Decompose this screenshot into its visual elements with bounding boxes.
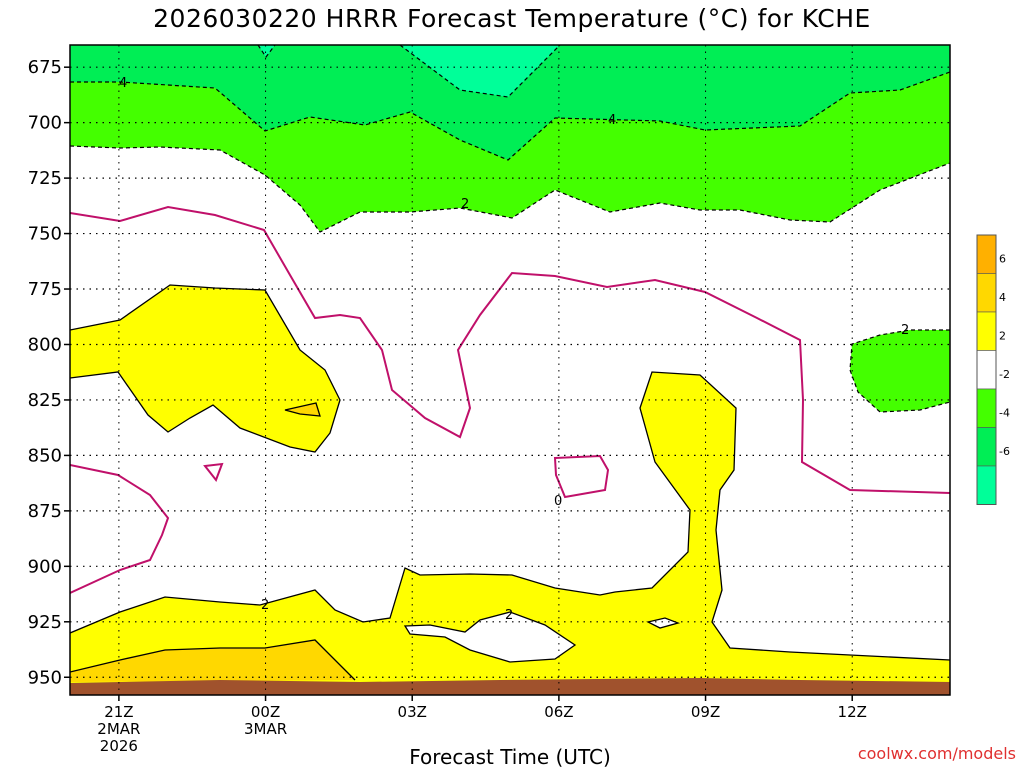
- contour-line-minus6: [399, 45, 561, 98]
- y-tick-label: 875: [28, 501, 62, 522]
- colorbar-bin: [976, 465, 997, 505]
- contour-fill-plus2-upper: [70, 285, 340, 452]
- x-tick-label: 03Z: [398, 703, 427, 721]
- contour-fill-plus4-small: [285, 403, 320, 416]
- y-tick-label: 775: [28, 279, 62, 300]
- contour-line-zero-loop2: [553, 454, 610, 499]
- chart-title: 2026030220 HRRR Forecast Temperature (°C…: [153, 4, 871, 33]
- colorbar-bin: [976, 234, 997, 274]
- negative-contours: [70, 45, 950, 413]
- x-tick-label: 3MAR: [244, 720, 287, 738]
- colorbar-bin: [976, 311, 997, 351]
- y-tick-label: 725: [28, 168, 62, 189]
- colorbar-bin: [976, 388, 997, 428]
- contour-label: 4: [119, 76, 127, 91]
- grid-lines: [70, 45, 950, 695]
- colorbar-bin: [976, 273, 997, 313]
- y-tick-label: 700: [28, 113, 62, 134]
- x-tick-label: 06Z: [544, 703, 573, 721]
- y-tick-label: 800: [28, 334, 62, 355]
- contour-fill-white-hole: [405, 612, 575, 662]
- contour-labels: 4 4 2 2 0 2 2: [119, 76, 909, 623]
- contour-field: [70, 45, 950, 695]
- contour-line-zero-loop1: [203, 462, 224, 483]
- x-axis-label: Forecast Time (UTC): [409, 745, 611, 769]
- y-axis: 675 700 725 750 775 800 825 850 875 900 925 950: [28, 57, 70, 688]
- contour-line-white-hole: [403, 611, 577, 663]
- contour-line-white-small: [646, 617, 681, 629]
- colorbar-bin: [976, 350, 997, 390]
- contour-fill-plus2-right: [70, 372, 950, 695]
- y-tick-label: 750: [28, 224, 62, 245]
- colorbar-label: 4: [999, 291, 1006, 304]
- x-tick-label: 09Z: [691, 703, 720, 721]
- x-tick-label: 2MAR: [97, 720, 140, 738]
- contour-label: 0: [554, 494, 562, 509]
- contour-line-minus4: [70, 71, 950, 161]
- colorbar-label: 2: [999, 330, 1006, 343]
- plot-frame: [69, 44, 951, 696]
- contour-label: 4: [608, 113, 616, 128]
- colorbar-label: 6: [999, 253, 1006, 266]
- x-tick-label: 2026: [100, 737, 138, 755]
- contour-label: 2: [261, 598, 269, 613]
- y-tick-label: 825: [28, 390, 62, 411]
- colorbar-label: -6: [999, 445, 1010, 458]
- y-tick-label: 950: [28, 667, 62, 688]
- credit-link[interactable]: coolwx.com/models: [857, 744, 1016, 763]
- y-tick-label: 675: [28, 57, 62, 78]
- colorbar-label: -2: [999, 368, 1010, 381]
- contour-fill-plus4-lower: [70, 640, 355, 682]
- contour-line-plus4-small: [284, 402, 321, 417]
- contour-fill-minus4: [70, 45, 950, 160]
- x-tick-label: 12Z: [838, 703, 867, 721]
- contour-line-plus2-upper: [70, 284, 341, 453]
- y-tick-label: 850: [28, 445, 62, 466]
- y-tick-label: 925: [28, 612, 62, 633]
- y-tick-label: 900: [28, 556, 62, 577]
- contour-fill-minus2-right: [850, 330, 950, 412]
- contour-line-minus2: [70, 145, 950, 233]
- contour-line-zero-upper: [70, 205, 950, 494]
- contour-fill-minus6: [400, 45, 560, 97]
- contour-line-minus2-right: [849, 329, 950, 413]
- contour-label: 2: [505, 608, 513, 623]
- colorbar-bin: [976, 427, 997, 467]
- colorbar-frame: [976, 234, 997, 505]
- contour-label: 2: [461, 197, 469, 212]
- contour-line-zero-lower: [70, 464, 170, 594]
- terrain-ground: [70, 678, 950, 695]
- contour-label: 2: [901, 323, 909, 338]
- contour-line-plus4-lower: [70, 639, 356, 681]
- contour-fill-minus6-small: [258, 45, 275, 57]
- positive-contours: [70, 284, 950, 681]
- colorbar: 6 4 2 -2 -4 -6: [976, 234, 1010, 505]
- x-tick-label: 00Z: [251, 703, 280, 721]
- colorbar-label: -4: [999, 407, 1010, 420]
- contour-line-plus2-right: [70, 371, 950, 661]
- x-tick-label: 21Z: [104, 703, 133, 721]
- contour-line-minus6-small: [257, 45, 276, 59]
